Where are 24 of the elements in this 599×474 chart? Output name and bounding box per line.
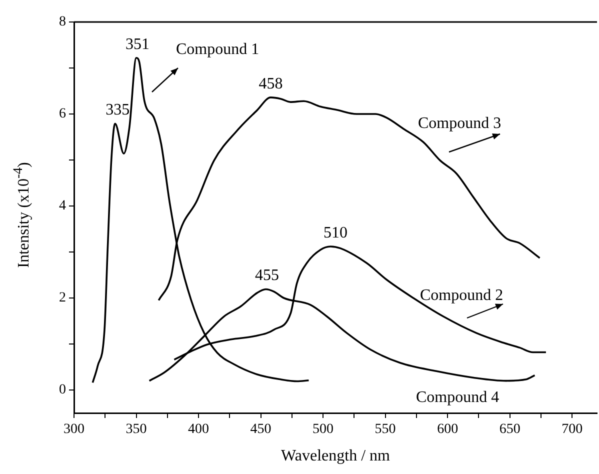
y-tick-label: 6	[59, 106, 66, 122]
x-tick-label: 350	[126, 422, 147, 438]
series-label: Compound 3	[418, 115, 502, 132]
y-tick-label: 8	[59, 14, 66, 30]
x-tick-label: 700	[562, 422, 583, 438]
y-tick-label: 0	[59, 382, 66, 398]
x-tick-label: 450	[250, 422, 272, 438]
text: Compound 1	[176, 41, 260, 58]
x-tick-label: 600	[437, 422, 458, 438]
series-label: Compound 2	[420, 287, 504, 304]
x-tick-label: 300	[64, 422, 84, 438]
series-label: Compound 4	[416, 389, 500, 406]
x-tick-label: 550	[374, 422, 396, 438]
annotation: 335	[106, 101, 130, 118]
annotation: 455	[255, 267, 280, 284]
annotation: 510	[324, 224, 348, 242]
x-tick-label: 500	[312, 422, 334, 438]
x-axis-title: Wavelength / nm	[281, 448, 391, 465]
x-tick-label: 650	[499, 422, 520, 438]
y-tick-label: 4	[59, 198, 66, 214]
x-tick-label: 400	[188, 422, 210, 438]
y-tick-label: 2	[59, 290, 66, 306]
annotation: 458	[258, 76, 283, 93]
annotation: 351	[126, 36, 150, 54]
